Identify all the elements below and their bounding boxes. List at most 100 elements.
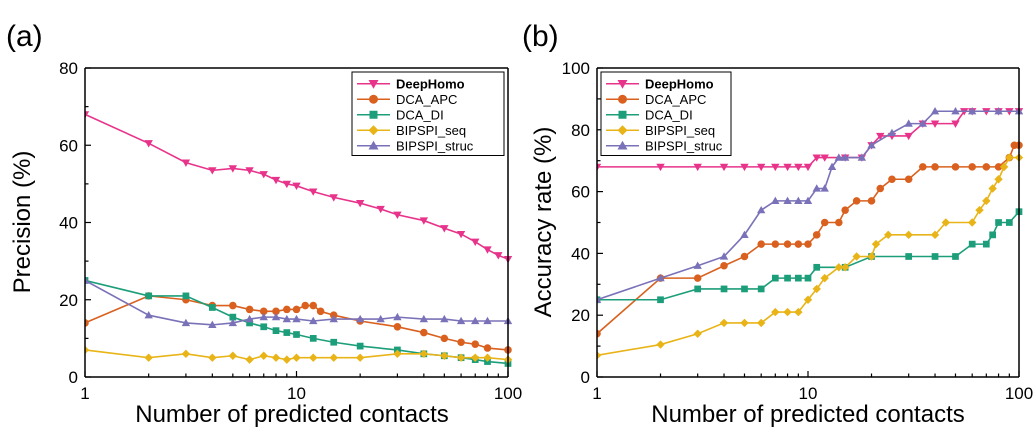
- panel-a-point-bipspi-seq-12: [355, 353, 365, 362]
- panel-a-series-bipspi-struc: [85, 276, 512, 329]
- panel-b-point-bipspi-seq-18: [904, 230, 913, 240]
- panel-a-point-bipspi-struc-15: [419, 314, 429, 323]
- panel-b-point-bipspi-struc-13: [834, 153, 844, 161]
- panel-a-point-dca-di-3: [208, 304, 216, 311]
- panel-b-point-bipspi-seq-0: [597, 351, 602, 360]
- panel-b-point-dca-apc-9: [804, 240, 812, 248]
- panel-b-point-dca-di-16: [968, 240, 976, 248]
- panel-a-point-bipspi-seq-9: [292, 353, 301, 362]
- panel-a-point-bipspi-struc-8: [282, 314, 292, 323]
- panel-a-point-dca-apc-4: [229, 301, 237, 310]
- panel-a-point-deephomo-12: [355, 200, 365, 208]
- panel-a-legend-label-deephomo: DeepHomo: [396, 76, 465, 91]
- panel-b-point-bipspi-seq-10: [812, 284, 821, 294]
- panel-b-legend-marker-bipspi-struc: [617, 140, 628, 150]
- panel-b-point-bipspi-seq-16: [871, 239, 881, 249]
- panel-b-label: (b): [522, 20, 559, 53]
- panel-a-point-bipspi-struc-9: [292, 314, 301, 323]
- panel-a-point-dca-apc-8: [283, 305, 291, 314]
- panel-a-point-bipspi-struc-18: [471, 316, 480, 325]
- panel-a-point-deephomo-6: [259, 171, 268, 179]
- panel-b-point-dca-apc-18: [904, 175, 913, 184]
- panel-b-point-deephomo-4: [740, 163, 749, 172]
- panel-b-point-deephomo-6: [771, 163, 780, 172]
- panel-b-point-dca-di-18: [989, 231, 996, 239]
- panel-a-point-dca-di-1: [145, 292, 153, 300]
- panel-a-point-dca-apc-16: [420, 328, 428, 337]
- panel-b-point-bipspi-seq-21: [967, 218, 977, 227]
- panel-b-point-bipspi-seq-3: [719, 318, 729, 328]
- panel-a-point-bipspi-seq-8: [282, 355, 292, 364]
- panel-b-line-dca-di: [597, 211, 1020, 301]
- panel-b-legend-label-deephomo: DeepHomo: [645, 76, 714, 91]
- panel-a-point-dca-di-9: [293, 331, 300, 338]
- panel-b-point-bipspi-struc-3: [719, 252, 729, 260]
- panel-b-point-bipspi-seq-13: [840, 263, 850, 272]
- panel-a-x-tick-label-1: 10: [287, 384, 306, 403]
- panel-a-legend-marker-bipspi-seq: [368, 125, 379, 136]
- panel-b-point-dca-apc-22: [968, 163, 976, 171]
- panel-b-point-bipspi-seq-8: [794, 307, 803, 317]
- panel-a-legend-label-bipspi-seq: BIPSPI_seq: [396, 123, 466, 138]
- panel-b-point-dca-di-17: [982, 240, 990, 248]
- panel-a-point-dca-di-8: [283, 329, 291, 336]
- panel-b-point-bipspi-struc-19: [918, 119, 927, 127]
- panel-b-point-dca-apc-24: [994, 163, 1003, 171]
- panel-a-point-dca-apc-18: [457, 338, 465, 347]
- panel-a-legend: DeepHomoDCA_APCDCA_DIBIPSPI_seqBIPSPI_st…: [351, 71, 505, 156]
- panel-b-legend-label-dca-di: DCA_DI: [645, 107, 693, 122]
- panel-b-point-bipspi-seq-7: [783, 307, 792, 317]
- panel-a-point-deephomo-13: [376, 205, 385, 214]
- panel-a-x-tick-label-2: 100: [494, 384, 522, 403]
- panel-b-point-bipspi-seq-26: [999, 162, 1009, 172]
- panel-a-point-bipspi-seq-4: [228, 351, 238, 360]
- panel-b-line-dca-apc: [597, 144, 1019, 335]
- panel-a-point-bipspi-seq-2: [181, 349, 191, 359]
- panel-b-y-axis-title: Accuracy rate (%): [530, 127, 557, 318]
- panel-b-point-bipspi-seq-6: [771, 307, 780, 317]
- panel-b-y-tick-label-4: 80: [571, 121, 590, 140]
- panel-a-point-deephomo-0: [85, 111, 90, 119]
- panel-a-y-tick-label-1: 20: [59, 291, 78, 310]
- panel-b-point-deephomo-15: [876, 132, 885, 141]
- panel-a-point-bipspi-struc-2: [181, 318, 191, 327]
- panel-a-legend-marker-dca-di: [369, 110, 378, 119]
- panel-b-point-dca-apc-3: [720, 261, 728, 270]
- panel-b-legend: DeepHomoDCA_APCDCA_DIBIPSPI_seqBIPSPI_st…: [600, 71, 732, 156]
- panel-a-point-deephomo-9: [292, 182, 301, 191]
- panel-a-point-dca-apc-7: [272, 307, 280, 316]
- panel-b-y-tick-label-2: 40: [571, 244, 590, 263]
- panel-b-point-bipspi-struc-21: [951, 107, 960, 115]
- panel-b-series-bipspi-seq: [597, 153, 1023, 360]
- panel-a-point-dca-apc-12: [316, 307, 325, 316]
- panel-a-point-dca-apc-17: [440, 334, 449, 343]
- panel-b-y-tick-label-1: 20: [571, 306, 590, 325]
- panel-b-point-dca-apc-2: [693, 274, 702, 282]
- panel-a-point-bipspi-struc-3: [208, 320, 217, 329]
- panel-b-point-deephomo-17: [904, 132, 913, 141]
- panel-b-point-bipspi-seq-23: [982, 196, 991, 206]
- panel-b-x-tick-label-2: 100: [1005, 384, 1033, 403]
- panel-a-legend-marker-deephomo: [368, 80, 379, 89]
- panel-a-point-bipspi-struc-19: [483, 316, 492, 325]
- panel-a-point-bipspi-struc-17: [456, 316, 466, 325]
- panel-a-point-deephomo-17: [456, 230, 466, 239]
- panel-a-legend-label-dca-apc: DCA_APC: [396, 92, 457, 107]
- panel-b-point-bipspi-struc-17: [887, 128, 897, 137]
- panel-a-point-dca-apc-20: [483, 344, 492, 352]
- panel-a-point-bipspi-seq-7: [271, 353, 281, 362]
- panel-a-point-dca-apc-11: [309, 301, 318, 310]
- panel-b: (b) Accuracy rate (%) Number of predicte…: [522, 20, 1033, 428]
- panel-a-x-axis-title: Number of predicted contacts: [135, 401, 449, 428]
- panel-a-point-deephomo-4: [228, 165, 238, 173]
- panel-a-label: (a): [6, 20, 43, 53]
- panel-a-point-bipspi-struc-6: [259, 312, 268, 321]
- panel-b-y-tick-label-3: 60: [571, 183, 590, 202]
- panel-b-point-dca-di-3: [720, 285, 728, 293]
- panel-a-point-bipspi-struc-12: [355, 314, 365, 323]
- panel-b-point-bipspi-struc-6: [771, 196, 780, 205]
- panel-a-point-deephomo-5: [245, 167, 254, 175]
- panel-a-point-dca-apc-9: [292, 305, 301, 314]
- panel-b-point-dca-apc-6: [771, 240, 780, 248]
- panel-b-point-dca-apc-7: [783, 240, 792, 248]
